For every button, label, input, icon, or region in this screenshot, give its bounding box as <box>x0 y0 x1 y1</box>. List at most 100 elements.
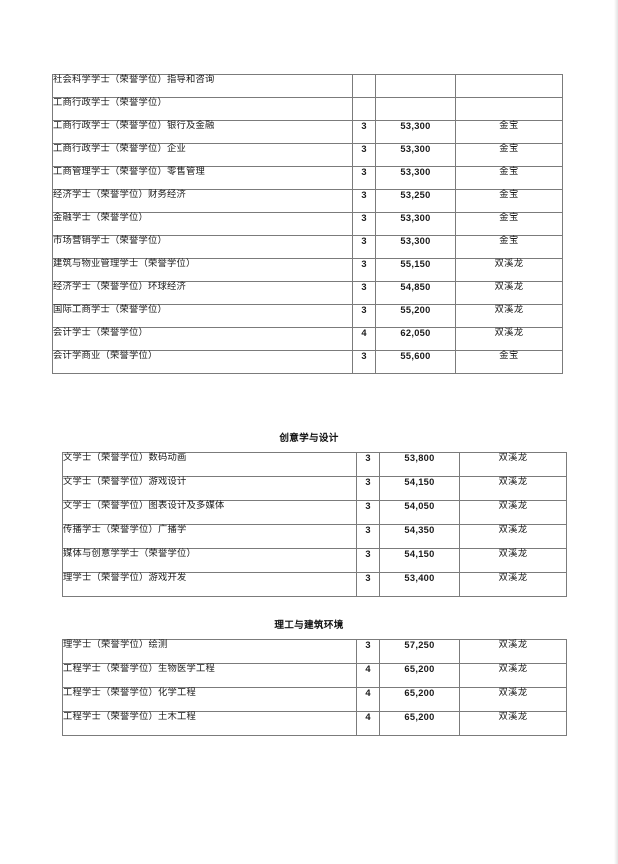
fee-table-engineering-body: 理学士（荣誉学位）绘测 3 57,250 双溪龙 工程学士（荣誉学位）生物医学工… <box>62 639 567 736</box>
cell-fee: 65,200 <box>379 687 460 712</box>
cell-years: 4 <box>356 687 380 712</box>
cell-fee: 55,600 <box>375 350 456 374</box>
table-row: 理学士（荣誉学位）绘测 3 57,250 双溪龙 <box>62 639 567 664</box>
fee-table-business: 社会科学学士（荣誉学位）指导和咨询 工商行政学士（荣誉学位） 工商行政学士（荣誉… <box>52 74 563 374</box>
table-row: 传播学士（荣誉学位）广播学 3 54,350 双溪龙 <box>62 524 567 549</box>
cell-campus: 双溪龙 <box>455 327 563 351</box>
cell-years: 4 <box>356 663 380 688</box>
cell-years: 3 <box>356 452 380 477</box>
cell-programme: 工商管理学士（荣誉学位）零售管理 <box>52 166 353 190</box>
cell-fee <box>375 74 456 98</box>
cell-campus <box>455 74 563 98</box>
cell-campus: 双溪龙 <box>459 711 567 736</box>
cell-programme: 工商行政学士（荣誉学位） <box>52 97 353 121</box>
cell-years: 3 <box>352 281 376 305</box>
section-heading-creative: 创意学与设计 <box>279 433 339 444</box>
cell-fee: 54,850 <box>375 281 456 305</box>
cell-programme: 社会科学学士（荣誉学位）指导和咨询 <box>52 74 353 98</box>
table-row: 国际工商学士（荣誉学位） 3 55,200 双溪龙 <box>52 304 563 328</box>
cell-fee: 53,250 <box>375 189 456 213</box>
table-row: 文学士（荣誉学位）图表设计及多媒体 3 54,050 双溪龙 <box>62 500 567 525</box>
cell-campus: 金宝 <box>455 189 563 213</box>
fee-table-business-body: 社会科学学士（荣誉学位）指导和咨询 工商行政学士（荣誉学位） 工商行政学士（荣誉… <box>52 74 563 374</box>
cell-years: 4 <box>356 711 380 736</box>
cell-campus: 金宝 <box>455 143 563 167</box>
cell-programme: 文学士（荣誉学位）游戏设计 <box>62 476 357 501</box>
cell-campus: 双溪龙 <box>459 663 567 688</box>
cell-programme: 市场营销学士（荣誉学位） <box>52 235 353 259</box>
table-row: 社会科学学士（荣誉学位）指导和咨询 <box>52 74 563 98</box>
cell-years: 4 <box>352 327 376 351</box>
cell-programme: 理学士（荣誉学位）游戏开发 <box>62 572 357 597</box>
cell-fee: 65,200 <box>379 663 460 688</box>
cell-years: 3 <box>352 350 376 374</box>
cell-fee: 54,150 <box>379 548 460 573</box>
cell-programme: 传播学士（荣誉学位）广播学 <box>62 524 357 549</box>
cell-campus: 金宝 <box>455 120 563 144</box>
cell-campus: 金宝 <box>455 350 563 374</box>
cell-campus: 双溪龙 <box>459 500 567 525</box>
cell-years <box>352 97 376 121</box>
cell-fee: 53,300 <box>375 120 456 144</box>
table-row: 文学士（荣誉学位）游戏设计 3 54,150 双溪龙 <box>62 476 567 501</box>
table-row: 工程学士（荣誉学位）土木工程 4 65,200 双溪龙 <box>62 711 567 736</box>
table-row: 文学士（荣誉学位）数码动画 3 53,800 双溪龙 <box>62 452 567 477</box>
fee-table-engineering: 理学士（荣誉学位）绘测 3 57,250 双溪龙 工程学士（荣誉学位）生物医学工… <box>62 639 567 736</box>
cell-programme: 理学士（荣誉学位）绘测 <box>62 639 357 664</box>
table-row: 金融学士（荣誉学位） 3 53,300 金宝 <box>52 212 563 236</box>
cell-campus: 双溪龙 <box>459 687 567 712</box>
cell-years: 3 <box>352 258 376 282</box>
table-row: 经济学士（荣誉学位）环球经济 3 54,850 双溪龙 <box>52 281 563 305</box>
cell-programme: 国际工商学士（荣誉学位） <box>52 304 353 328</box>
cell-years: 3 <box>356 524 380 549</box>
cell-programme: 工程学士（荣誉学位）土木工程 <box>62 711 357 736</box>
cell-programme: 工程学士（荣誉学位）化学工程 <box>62 687 357 712</box>
cell-years: 3 <box>356 639 380 664</box>
cell-campus: 双溪龙 <box>459 639 567 664</box>
cell-campus <box>455 97 563 121</box>
cell-years: 3 <box>352 304 376 328</box>
cell-campus: 双溪龙 <box>455 258 563 282</box>
table-row: 工程学士（荣誉学位）生物医学工程 4 65,200 双溪龙 <box>62 663 567 688</box>
cell-fee: 53,300 <box>375 212 456 236</box>
cell-years: 3 <box>352 212 376 236</box>
cell-fee: 55,150 <box>375 258 456 282</box>
cell-campus: 双溪龙 <box>459 524 567 549</box>
table-row: 市场营销学士（荣誉学位） 3 53,300 金宝 <box>52 235 563 259</box>
cell-fee: 53,800 <box>379 452 460 477</box>
table-row: 建筑与物业管理学士（荣誉学位） 3 55,150 双溪龙 <box>52 258 563 282</box>
fee-table-creative-body: 文学士（荣誉学位）数码动画 3 53,800 双溪龙 文学士（荣誉学位）游戏设计… <box>62 452 567 597</box>
cell-programme: 经济学士（荣誉学位）环球经济 <box>52 281 353 305</box>
cell-programme: 建筑与物业管理学士（荣誉学位） <box>52 258 353 282</box>
table-row: 工程学士（荣誉学位）化学工程 4 65,200 双溪龙 <box>62 687 567 712</box>
cell-years: 3 <box>352 120 376 144</box>
cell-programme: 工程学士（荣誉学位）生物医学工程 <box>62 663 357 688</box>
cell-fee: 53,300 <box>375 235 456 259</box>
cell-fee: 55,200 <box>375 304 456 328</box>
table-row: 会计学士（荣誉学位） 4 62,050 双溪龙 <box>52 327 563 351</box>
cell-campus: 金宝 <box>455 212 563 236</box>
cell-fee <box>375 97 456 121</box>
cell-programme: 文学士（荣誉学位）数码动画 <box>62 452 357 477</box>
cell-programme: 金融学士（荣誉学位） <box>52 212 353 236</box>
cell-years: 3 <box>356 572 380 597</box>
cell-years <box>352 74 376 98</box>
cell-years: 3 <box>352 189 376 213</box>
cell-fee: 62,050 <box>375 327 456 351</box>
cell-fee: 54,350 <box>379 524 460 549</box>
cell-years: 3 <box>352 143 376 167</box>
cell-years: 3 <box>352 235 376 259</box>
table-row: 会计学商业（荣誉学位） 3 55,600 金宝 <box>52 350 563 374</box>
cell-programme: 工商行政学士（荣誉学位）银行及金融 <box>52 120 353 144</box>
cell-years: 3 <box>356 476 380 501</box>
table-row: 媒体与创意学学士（荣誉学位） 3 54,150 双溪龙 <box>62 548 567 573</box>
cell-years: 3 <box>356 500 380 525</box>
cell-years: 3 <box>356 548 380 573</box>
table-row: 工商管理学士（荣誉学位）零售管理 3 53,300 金宝 <box>52 166 563 190</box>
cell-programme: 会计学商业（荣誉学位） <box>52 350 353 374</box>
fee-table-creative: 文学士（荣誉学位）数码动画 3 53,800 双溪龙 文学士（荣誉学位）游戏设计… <box>62 452 567 597</box>
cell-fee: 53,400 <box>379 572 460 597</box>
cell-campus: 金宝 <box>455 235 563 259</box>
cell-programme: 媒体与创意学学士（荣誉学位） <box>62 548 357 573</box>
